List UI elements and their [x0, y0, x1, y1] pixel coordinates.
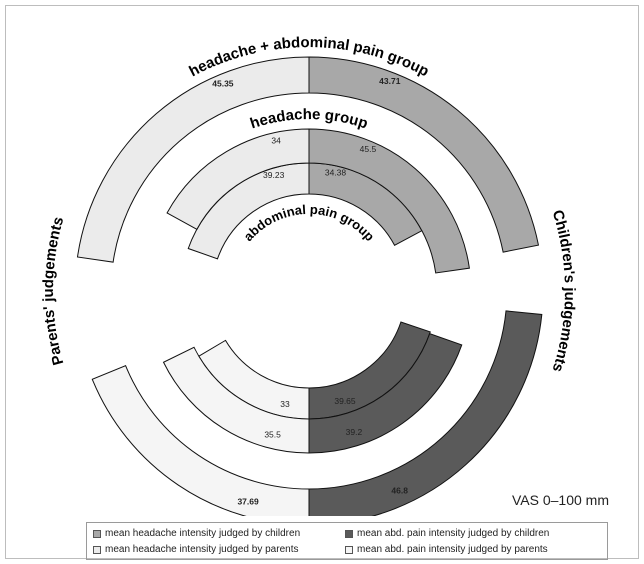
bar-parents-abd — [162, 346, 310, 454]
bar-parents-headache — [166, 128, 310, 231]
radial-chart: 34.38 39.65 39.23 33 45.5 39.2 34 35.5 43.71 46.8… — [40, 34, 578, 516]
data-label: 35.5 — [264, 430, 281, 440]
data-label: 33 — [280, 399, 290, 409]
legend: mean headache intensity judged by childr… — [86, 522, 608, 560]
data-label: 39.23 — [263, 170, 285, 180]
parents-judgements-label: Parents' judgements — [40, 215, 67, 367]
inner-group-title: abdominal pain group — [240, 202, 377, 244]
data-label: 34 — [271, 136, 281, 146]
parents-judgements-label-path: Parents' judgements — [40, 215, 67, 367]
legend-item-parents-headache: mean headache intensity judged by parent… — [93, 544, 298, 555]
data-label: 39.2 — [346, 427, 363, 437]
bar-children-headache — [308, 56, 540, 253]
data-label: 34.38 — [325, 168, 347, 178]
legend-label: mean abd. pain intensity judged by paren… — [357, 544, 548, 555]
figure-frame: 34.38 39.65 39.23 33 45.5 39.2 34 35.5 43.71 46.8… — [5, 5, 639, 560]
data-label: 39.65 — [334, 396, 356, 406]
data-label: 37.69 — [237, 497, 259, 507]
bar-children-abd — [308, 310, 543, 516]
vas-scale-label: VAS 0–100 mm — [512, 492, 610, 508]
inner-group-title-path: abdominal pain group — [240, 202, 377, 244]
legend-swatch — [93, 545, 101, 554]
legend-item-parents-abd: mean abd. pain intensity judged by paren… — [345, 544, 548, 555]
legend-label: mean headache intensity judged by parent… — [105, 544, 299, 555]
legend-item-children-headache: mean headache intensity judged by childr… — [93, 528, 300, 539]
legend-swatch — [345, 545, 353, 554]
legend-label: mean headache intensity judged by childr… — [105, 528, 301, 539]
data-label: 43.71 — [379, 76, 401, 86]
data-label: 45.5 — [360, 144, 377, 154]
data-label: 46.8 — [391, 486, 408, 496]
bar-parents-abd — [91, 365, 310, 516]
bar-children-headache — [308, 128, 470, 274]
childrens-judgements-label: Children's judgements — [549, 208, 578, 374]
legend-label: mean abd. pain intensity judged by child… — [357, 528, 550, 539]
bar-parents-headache — [76, 56, 310, 263]
childrens-judgements-label-path: Children's judgements — [549, 208, 578, 374]
legend-item-children-abd: mean abd. pain intensity judged by child… — [345, 528, 549, 539]
legend-swatch — [345, 529, 353, 538]
data-label: 45.35 — [212, 78, 234, 88]
legend-swatch — [93, 529, 101, 538]
